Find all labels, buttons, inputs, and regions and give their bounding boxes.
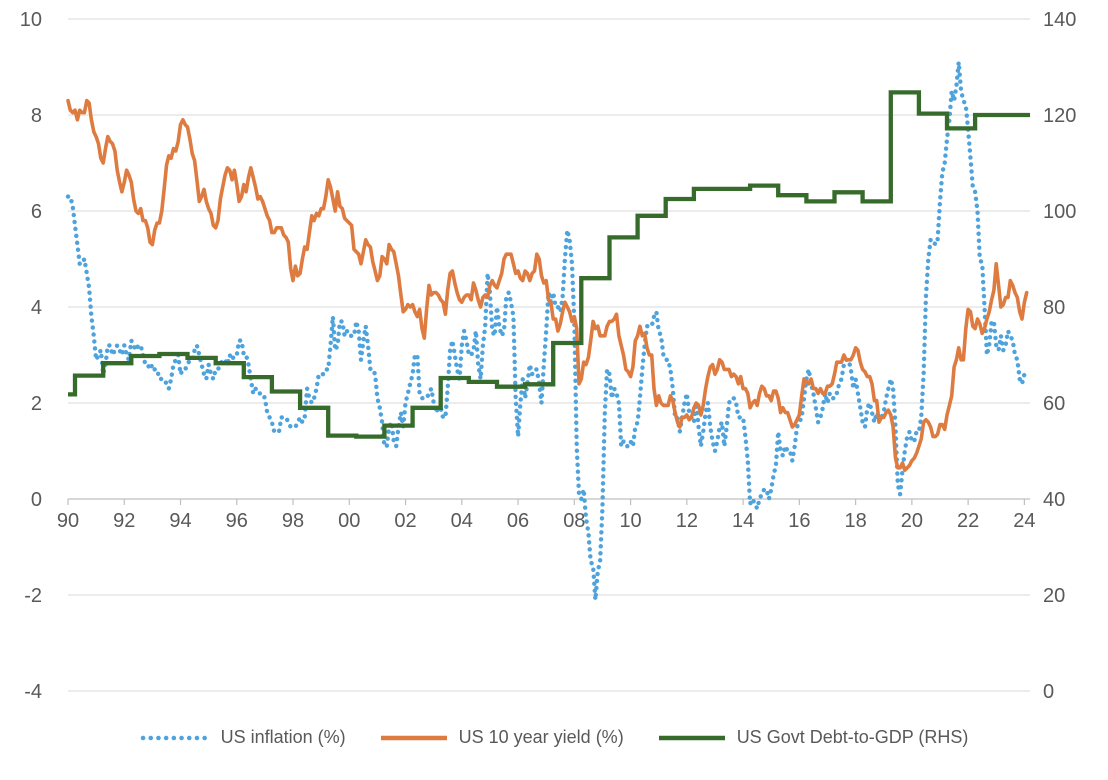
yield-solid-line-icon: [380, 735, 447, 740]
x-axis-tick: 24: [1013, 510, 1035, 532]
left-axis-tick: -2: [24, 585, 42, 607]
gridlines: [68, 18, 1030, 692]
x-axis-tick: 22: [957, 510, 979, 532]
legend-item-debt: US Govt Debt-to-GDP (RHS): [656, 727, 969, 748]
x-axis-tick: 96: [226, 510, 248, 532]
x-axis-tick: 12: [676, 510, 698, 532]
legend-label-inflation: US inflation (%): [220, 727, 346, 747]
x-axis-tick: 08: [563, 510, 585, 532]
right-axis-tick: 120: [1043, 105, 1076, 127]
right-axis-tick: 60: [1043, 393, 1065, 415]
right-axis-tick: 80: [1043, 297, 1065, 319]
legend: US inflation (%) US 10 year yield (%) US…: [0, 727, 1108, 748]
right-axis-tick: 40: [1043, 489, 1065, 511]
legend-item-inflation: US inflation (%): [140, 727, 346, 748]
left-axis-tick: 8: [31, 105, 42, 127]
x-axis-tick: 20: [901, 510, 923, 532]
right-axis-tick: 20: [1043, 585, 1065, 607]
x-axis-tick: 06: [507, 510, 529, 532]
series-inflation: [65, 60, 1027, 602]
left-axis-tick: 10: [20, 9, 42, 31]
debt-solid-line-icon: [658, 735, 725, 740]
left-axis-tick: -4: [24, 681, 42, 703]
legend-label-debt: US Govt Debt-to-GDP (RHS): [736, 727, 969, 747]
x-axis-tick: 16: [788, 510, 810, 532]
left-axis-tick: 2: [31, 393, 42, 415]
x-axis-tick: 92: [113, 510, 135, 532]
inflation-dotted-line-icon: [140, 735, 211, 740]
x-axis-tick: 02: [394, 510, 416, 532]
left-axis-tick: 6: [31, 201, 42, 223]
series-yield: [66, 98, 1029, 473]
legend-item-yield: US 10 year yield (%): [378, 727, 624, 748]
x-axis-tick: 04: [451, 510, 473, 532]
x-axis-line: [67, 498, 1030, 505]
right-axis-tick: 100: [1043, 201, 1076, 223]
x-axis-tick: 10: [619, 510, 641, 532]
series-debt: [68, 90, 1030, 439]
legend-label-yield: US 10 year yield (%): [458, 727, 624, 747]
x-axis-tick: 94: [169, 510, 191, 532]
right-axis-tick: 140: [1043, 9, 1076, 31]
left-axis-tick: 4: [31, 297, 42, 319]
left-axis-tick: 0: [31, 489, 42, 511]
x-axis-tick: 14: [732, 510, 754, 532]
x-axis-tick: 00: [338, 510, 360, 532]
right-axis-tick: 0: [1043, 681, 1054, 703]
x-axis-tick: 90: [57, 510, 79, 532]
x-axis-tick: 98: [282, 510, 304, 532]
x-axis-tick: 18: [844, 510, 866, 532]
